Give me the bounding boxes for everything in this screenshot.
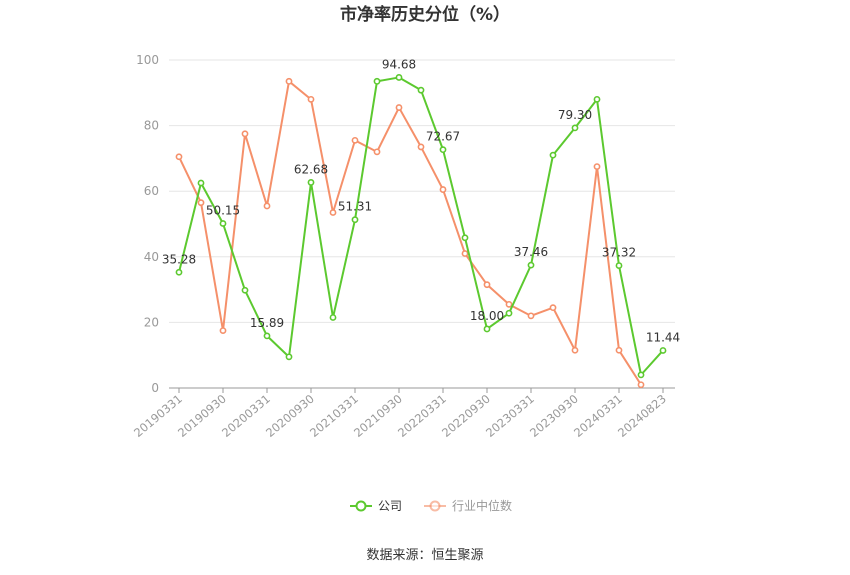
data-point[interactable]: [263, 202, 271, 210]
data-point[interactable]: [461, 250, 469, 257]
data-point[interactable]: [197, 199, 205, 207]
data-point[interactable]: [637, 371, 645, 379]
data-point[interactable]: [593, 163, 601, 170]
y-tick-label: 100: [136, 53, 159, 67]
data-point[interactable]: [615, 346, 623, 354]
data-label: 94.68: [382, 57, 416, 71]
axes: 0204060801002019033120190930202003312020…: [131, 53, 675, 440]
legend[interactable]: 公司 行业中位数: [350, 498, 512, 513]
data-point[interactable]: [417, 86, 425, 94]
data-label: 79.30: [558, 108, 592, 122]
data-source-note: 数据来源：恒生聚源: [366, 548, 483, 563]
legend-item-industry-median[interactable]: 行业中位数: [424, 498, 512, 513]
data-label: 37.46: [514, 245, 548, 259]
data-point[interactable]: [373, 148, 381, 156]
data-point[interactable]: [483, 281, 491, 289]
data-point[interactable]: [307, 179, 315, 186]
data-labels: 35.28 50.15 15.89 62.68 51.31 94.68 72.67 18.00…: [162, 57, 680, 344]
data-point[interactable]: [175, 153, 183, 161]
x-tick-label: 20240823: [615, 392, 669, 440]
series-layer: [175, 74, 667, 389]
data-point[interactable]: [351, 216, 359, 224]
data-label: 37.32: [602, 246, 636, 260]
data-point[interactable]: [395, 104, 403, 111]
data-point[interactable]: [285, 353, 293, 361]
data-point[interactable]: [197, 179, 205, 187]
data-point[interactable]: [505, 300, 513, 308]
series-line: [178, 80, 642, 386]
data-point[interactable]: [483, 325, 491, 333]
data-point[interactable]: [241, 286, 249, 294]
legend-item-company[interactable]: 公司: [350, 499, 402, 513]
legend-label: 公司: [378, 499, 402, 513]
series-industry-median: [175, 77, 645, 389]
data-point[interactable]: [571, 124, 579, 132]
data-label: 11.44: [646, 330, 680, 344]
data-point[interactable]: [329, 209, 337, 216]
data-point[interactable]: [175, 268, 183, 276]
data-point[interactable]: [549, 304, 557, 312]
data-point[interactable]: [439, 146, 447, 154]
data-point[interactable]: [263, 332, 271, 340]
data-point[interactable]: [439, 186, 447, 193]
data-label: 18.00: [470, 309, 504, 323]
legend-marker-icon: [355, 500, 367, 512]
data-point[interactable]: [373, 77, 381, 85]
data-point[interactable]: [219, 327, 227, 334]
y-tick-label: 0: [151, 381, 159, 395]
data-point[interactable]: [505, 309, 513, 317]
data-point[interactable]: [395, 74, 403, 81]
data-point[interactable]: [527, 261, 535, 269]
data-point[interactable]: [285, 77, 293, 85]
data-point[interactable]: [659, 347, 667, 354]
y-tick-label: 40: [144, 250, 159, 264]
data-point[interactable]: [549, 151, 557, 159]
data-point[interactable]: [417, 143, 425, 151]
data-label: 72.67: [426, 130, 460, 144]
data-point[interactable]: [241, 130, 249, 138]
data-point[interactable]: [219, 220, 227, 227]
series-company: [175, 74, 667, 379]
chart-title: 市净率历史分位（%）: [340, 4, 510, 25]
data-label: 50.15: [206, 204, 240, 218]
y-tick-label: 80: [144, 119, 159, 133]
data-label: 15.89: [250, 316, 284, 330]
data-label: 35.28: [162, 252, 196, 266]
data-point[interactable]: [329, 314, 337, 321]
data-point[interactable]: [307, 95, 315, 103]
data-point[interactable]: [461, 234, 469, 242]
grid: [169, 59, 675, 323]
data-point[interactable]: [527, 312, 535, 320]
data-label: 51.31: [338, 200, 372, 214]
data-point[interactable]: [571, 346, 579, 354]
legend-label: 行业中位数: [452, 498, 512, 513]
y-tick-label: 20: [144, 315, 159, 329]
data-point[interactable]: [351, 136, 359, 144]
y-tick-label: 60: [144, 184, 159, 198]
legend-marker-icon: [429, 500, 441, 512]
data-point[interactable]: [593, 95, 601, 103]
data-label: 62.68: [294, 162, 328, 176]
data-point[interactable]: [637, 381, 645, 389]
data-point[interactable]: [615, 262, 623, 269]
